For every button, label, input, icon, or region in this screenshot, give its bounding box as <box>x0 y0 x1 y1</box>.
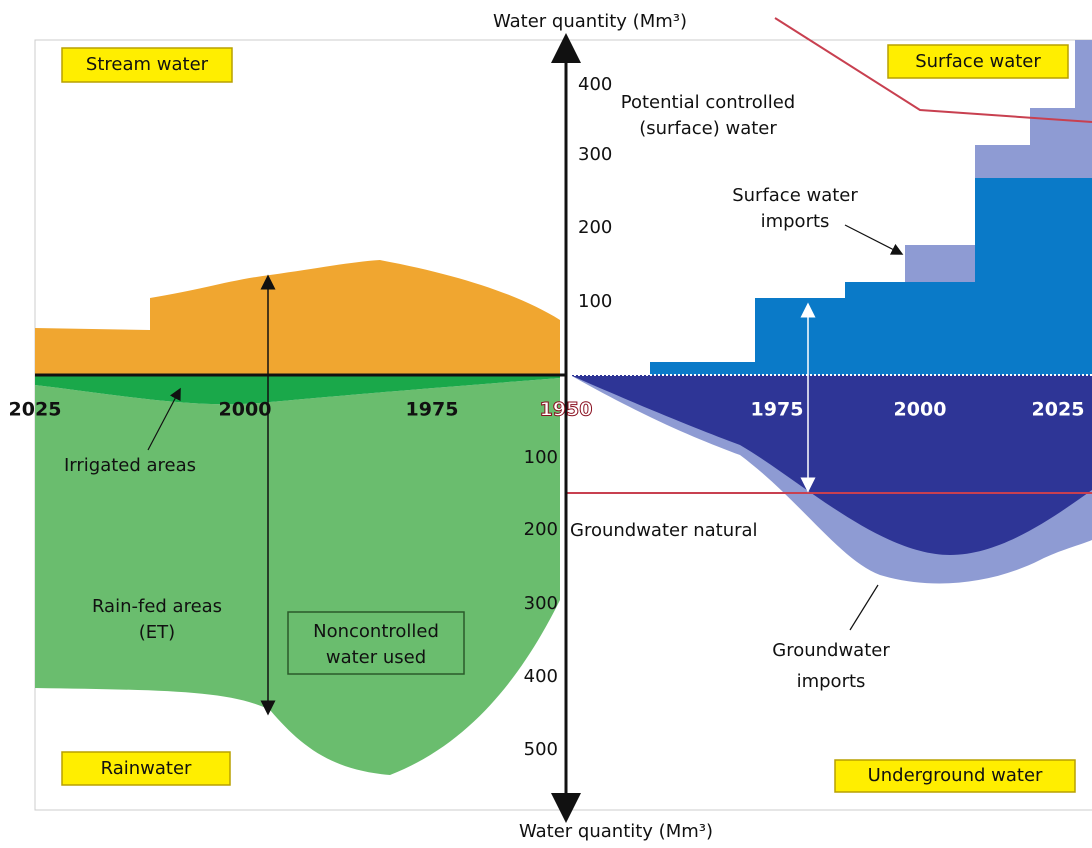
annotation: Groundwater <box>772 640 890 661</box>
year-label: 1975 <box>751 399 804 421</box>
annotation: water used <box>326 647 426 668</box>
tick-label: 300 <box>578 144 612 165</box>
imports-pointer <box>844 224 904 255</box>
year-label: 2025 <box>1032 399 1085 421</box>
annotation: Potential controlled <box>621 92 795 113</box>
corner-label: Surface water <box>915 51 1041 72</box>
year-label: 1975 <box>406 399 459 421</box>
origin-year: 1950 <box>540 399 593 421</box>
label-box <box>61 751 231 786</box>
label-box <box>61 47 233 83</box>
annotation: (ET) <box>139 622 175 643</box>
year-label: 2025 <box>9 399 62 421</box>
irrigated-area <box>35 375 560 405</box>
annotation: imports <box>761 211 830 232</box>
axis-label: Water quantity (Mm³) <box>519 821 713 842</box>
annotation: imports <box>797 671 866 692</box>
tick-label: 100 <box>578 291 612 312</box>
tick-label: 400 <box>578 74 612 95</box>
groundwater-area <box>570 375 1092 555</box>
corner-label: Underground water <box>868 765 1043 786</box>
corner-label: Stream water <box>86 54 209 75</box>
noncontrolled-box <box>287 611 465 675</box>
tick-label: 400 <box>524 666 558 687</box>
irrigated-pointer <box>147 387 181 451</box>
tick-label: 500 <box>524 739 558 760</box>
year-label: 2000 <box>219 399 272 421</box>
tick-label: 300 <box>524 593 558 614</box>
tick-label: 100 <box>524 447 558 468</box>
tick-label: 200 <box>578 217 612 238</box>
label-box <box>834 759 1076 793</box>
label-box <box>887 44 1069 79</box>
annotation: Groundwater natural <box>570 520 758 541</box>
annotation: Rain-fed areas <box>92 596 222 617</box>
gw-imports-pointer <box>849 584 879 631</box>
rainfed-area <box>35 378 560 775</box>
axis-label: Water quantity (Mm³) <box>493 11 687 32</box>
year-label: 2000 <box>894 399 947 421</box>
annotation: Irrigated areas <box>64 455 196 476</box>
potential-line <box>774 17 1092 123</box>
corner-label: Rainwater <box>101 758 192 779</box>
tick-label: 200 <box>524 519 558 540</box>
annotation: (surface) water <box>639 118 777 139</box>
annotation: Noncontrolled <box>313 621 439 642</box>
annotation: Surface water <box>732 185 858 206</box>
surface-area <box>650 178 1092 375</box>
stream-area <box>35 260 560 375</box>
